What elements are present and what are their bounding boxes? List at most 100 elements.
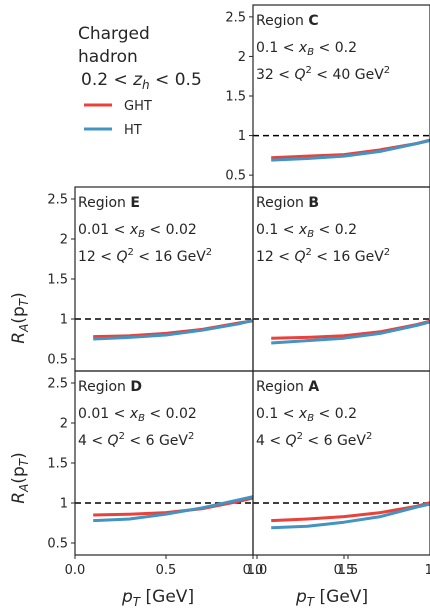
q2-high-d: < 6 GeV (125, 433, 188, 449)
y-tick-label-d-1: 1 (60, 497, 68, 512)
y-tick-label-c-1: 1 (238, 129, 246, 144)
q2-var-b: Q (294, 249, 305, 265)
legend-ght-label: GHT (124, 99, 152, 114)
ylabel-close-bottom: ) (9, 452, 29, 459)
xb-sub-e: B (138, 229, 145, 240)
q2-var-c: Q (294, 67, 305, 83)
xb-range-c: 0.1 < xB < 0.2 (256, 40, 357, 58)
q2-range-b: 12 < Q2 < 16 GeV2 (256, 247, 390, 265)
xlabel-var-left: p (121, 587, 133, 607)
series-group-b (271, 319, 430, 345)
zh-var: z (132, 70, 143, 90)
xb-high-e: < 0.02 (145, 222, 197, 238)
ylabel-argsub-top: T (17, 297, 31, 306)
xb-low-e: 0.01 < (78, 222, 130, 238)
q2-exp-c: 2 (305, 65, 311, 76)
q2-unit-exp-a: 2 (366, 431, 372, 442)
xb-low-d: 0.01 < (78, 406, 130, 422)
zh-low: 0.2 (81, 70, 108, 90)
q2-range-a: 4 < Q2 < 6 GeV2 (256, 431, 372, 449)
xb-sub-c: B (307, 47, 314, 58)
y-tick-label-c-2.5: 2.5 (225, 10, 246, 25)
panel-frame-d (74, 370, 254, 556)
legend: Charged hadron 0.2 < zh < 0.5 GHT HT (78, 24, 202, 138)
ylabel-sub-bottom: A (17, 484, 31, 493)
q2-exp-d: 2 (119, 431, 125, 442)
region-title-d: Region D (78, 379, 142, 395)
ylabel-close-top: ) (9, 292, 29, 299)
zh-sub: h (142, 78, 150, 92)
region-title-a: Region A (256, 379, 319, 395)
y-tick-label-c-1.5: 1.5 (225, 90, 246, 105)
series-line-ht-c (271, 139, 430, 162)
zh-high: 0.5 (175, 70, 202, 90)
series-line-ht-a (271, 502, 430, 530)
zh-lt1: < (108, 70, 133, 90)
series-group-a (271, 501, 430, 530)
xlabel-sub-left: T (133, 595, 142, 609)
q2-high-c: < 40 GeV (312, 67, 384, 83)
xb-range-a: 0.1 < xB < 0.2 (256, 406, 357, 424)
series-line-ght-b (271, 319, 430, 340)
q2-range-e: 12 < Q2 < 16 GeV2 (78, 247, 212, 265)
region-word-c: Region (256, 13, 308, 29)
q2-unit-exp-b: 2 (384, 247, 390, 258)
x-axis-label-right: pT [GeV] (295, 587, 368, 609)
xb-var-b: x (298, 222, 308, 238)
xlabel-unit-left: [GeV] (140, 587, 194, 607)
region-word-a: Region (256, 379, 308, 395)
xb-var-d: x (129, 406, 139, 422)
ylabel-argsub-bottom: T (17, 457, 31, 466)
q2-exp-b: 2 (305, 247, 311, 258)
y-tick-label-d-2: 2 (60, 417, 68, 432)
q2-unit-exp-e: 2 (206, 247, 212, 258)
panel-b: Region B0.1 < xB < 0.212 < Q2 < 16 GeV2 (252, 186, 430, 372)
series-line-ght-c (271, 138, 430, 160)
xb-high-d: < 0.02 (145, 406, 197, 422)
ylabel-main-top: R (9, 332, 29, 344)
series-group-e (93, 318, 253, 341)
xb-low-a: 0.1 < (256, 406, 299, 422)
xb-var-c: x (298, 40, 308, 56)
x-axis-label-left: pT [GeV] (121, 587, 194, 609)
x-tick-label-d-0.5: 0.5 (156, 563, 177, 578)
legend-ht-label: HT (124, 123, 142, 138)
series-line-ght-a (271, 501, 430, 523)
zh-lt2: < (150, 70, 175, 90)
region-letter-c: C (308, 13, 318, 29)
q2-high-e: < 16 GeV (134, 249, 206, 265)
panel-c: 0.511.522.5 Region C0.1 < xB < 0.232 < Q2… (225, 4, 430, 188)
q2-low-d: 4 < (78, 433, 108, 449)
q2-high-b: < 16 GeV (312, 249, 384, 265)
q2-exp-a: 2 (297, 431, 303, 442)
xb-var-a: x (298, 406, 308, 422)
xb-low-b: 0.1 < (256, 222, 299, 238)
q2-var-e: Q (116, 249, 127, 265)
y-tick-label-e-1.5: 1.5 (47, 273, 68, 288)
series-line-ght-d (93, 496, 253, 517)
xb-sub-a: B (307, 413, 314, 424)
region-letter-a: A (308, 379, 319, 395)
xb-high-c: < 0.2 (314, 40, 357, 56)
y-tick-label-d-1.5: 1.5 (47, 457, 68, 472)
ylabel-arg-top: (p (9, 306, 29, 323)
x-tick-label-d-0.0: 0.0 (65, 563, 86, 578)
q2-unit-exp-c: 2 (384, 65, 390, 76)
q2-low-e: 12 < (78, 249, 116, 265)
y-tick-label-c-0.5: 0.5 (225, 169, 246, 184)
legend-title-line2: hadron (78, 47, 138, 67)
x-tick-label-a-0.5: 0.5 (334, 563, 355, 578)
x-tick-label-d-1.5: 1.5 (338, 563, 359, 578)
series-line-ht-e (93, 318, 253, 341)
y-tick-label-e-0.5: 0.5 (47, 353, 68, 368)
q2-range-c: 32 < Q2 < 40 GeV2 (256, 65, 390, 83)
xb-var-e: x (129, 222, 139, 238)
region-title-e: Region E (78, 195, 140, 211)
q2-low-c: 32 < (256, 67, 294, 83)
y-tick-label-d-0.5: 0.5 (47, 537, 68, 552)
series-line-ght-e (93, 319, 253, 339)
region-letter-e: E (130, 195, 140, 211)
ylabel-main-bottom: R (9, 492, 29, 504)
